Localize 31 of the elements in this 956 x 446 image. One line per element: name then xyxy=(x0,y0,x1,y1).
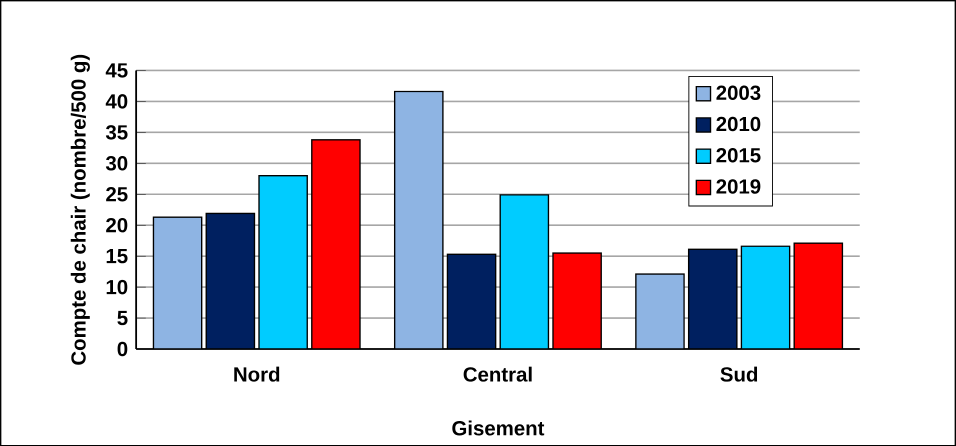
y-tick-label: 5 xyxy=(117,310,128,325)
bar xyxy=(740,245,790,349)
bar xyxy=(311,138,361,349)
y-tick-label: 45 xyxy=(106,63,128,78)
y-axis-title: Compte de chair (nombre/500 g) xyxy=(70,54,90,365)
x-axis-title: Gisement xyxy=(452,420,544,436)
y-tick-label: 30 xyxy=(106,156,128,170)
legend-label: 2010 xyxy=(716,116,760,132)
x-tick-label: Nord xyxy=(234,366,280,382)
bar xyxy=(635,273,685,349)
bar xyxy=(206,212,256,349)
bar xyxy=(258,174,308,349)
bar xyxy=(152,216,202,349)
bar xyxy=(394,90,444,349)
y-tick-label: 40 xyxy=(106,94,128,108)
y-tick-label: 25 xyxy=(106,186,128,202)
bar xyxy=(688,248,738,349)
y-tick-label: 15 xyxy=(106,248,128,264)
bar xyxy=(552,252,602,349)
bar xyxy=(446,253,496,349)
bar xyxy=(794,242,844,349)
y-tick-label: 10 xyxy=(106,280,128,294)
legend-label: 2015 xyxy=(716,148,761,162)
legend-label: 2003 xyxy=(716,85,760,100)
bar xyxy=(500,194,550,349)
x-tick-label: Central xyxy=(464,366,532,382)
y-tick-label: 0 xyxy=(118,342,128,356)
legend-label: 2019 xyxy=(716,179,760,194)
y-tick-label: 35 xyxy=(106,124,128,140)
x-tick-label: Sud xyxy=(720,366,758,382)
y-tick-label: 20 xyxy=(106,218,128,232)
